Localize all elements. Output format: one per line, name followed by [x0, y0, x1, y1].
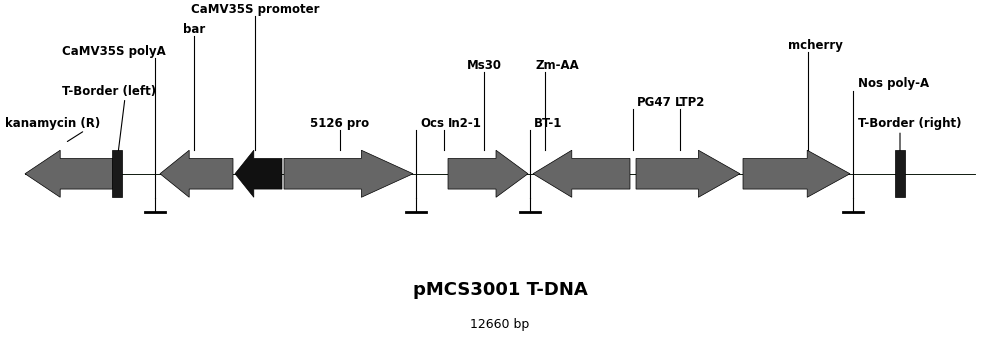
Text: 5126 pro: 5126 pro — [310, 117, 370, 130]
FancyArrow shape — [636, 150, 740, 197]
FancyArrow shape — [25, 150, 113, 197]
Text: 12660 bp: 12660 bp — [470, 318, 530, 331]
Text: Ocs: Ocs — [420, 117, 444, 130]
FancyArrow shape — [284, 150, 413, 197]
Text: bar: bar — [183, 23, 205, 36]
Bar — [112, 150, 122, 197]
Text: CaMV35S polyA: CaMV35S polyA — [62, 45, 166, 58]
FancyArrow shape — [533, 150, 630, 197]
Text: mcherry: mcherry — [788, 39, 842, 52]
Text: PG47: PG47 — [637, 96, 672, 109]
Text: CaMV35S promoter: CaMV35S promoter — [191, 3, 319, 16]
Text: BT-1: BT-1 — [534, 117, 562, 130]
Text: T-Border (left): T-Border (left) — [62, 85, 156, 98]
Text: LTP2: LTP2 — [675, 96, 705, 109]
FancyArrow shape — [235, 150, 282, 197]
Text: kanamycin (R): kanamycin (R) — [5, 117, 100, 130]
Text: pMCS3001 T-DNA: pMCS3001 T-DNA — [413, 281, 587, 299]
Text: Ms30: Ms30 — [466, 59, 502, 72]
Text: T-Border (right): T-Border (right) — [858, 117, 962, 130]
FancyArrow shape — [743, 150, 850, 197]
Text: In2-1: In2-1 — [448, 117, 482, 130]
Bar — [895, 150, 905, 197]
FancyArrow shape — [448, 150, 528, 197]
Text: Zm-AA: Zm-AA — [536, 59, 580, 72]
FancyArrow shape — [160, 150, 233, 197]
Text: Nos poly-A: Nos poly-A — [858, 77, 929, 90]
